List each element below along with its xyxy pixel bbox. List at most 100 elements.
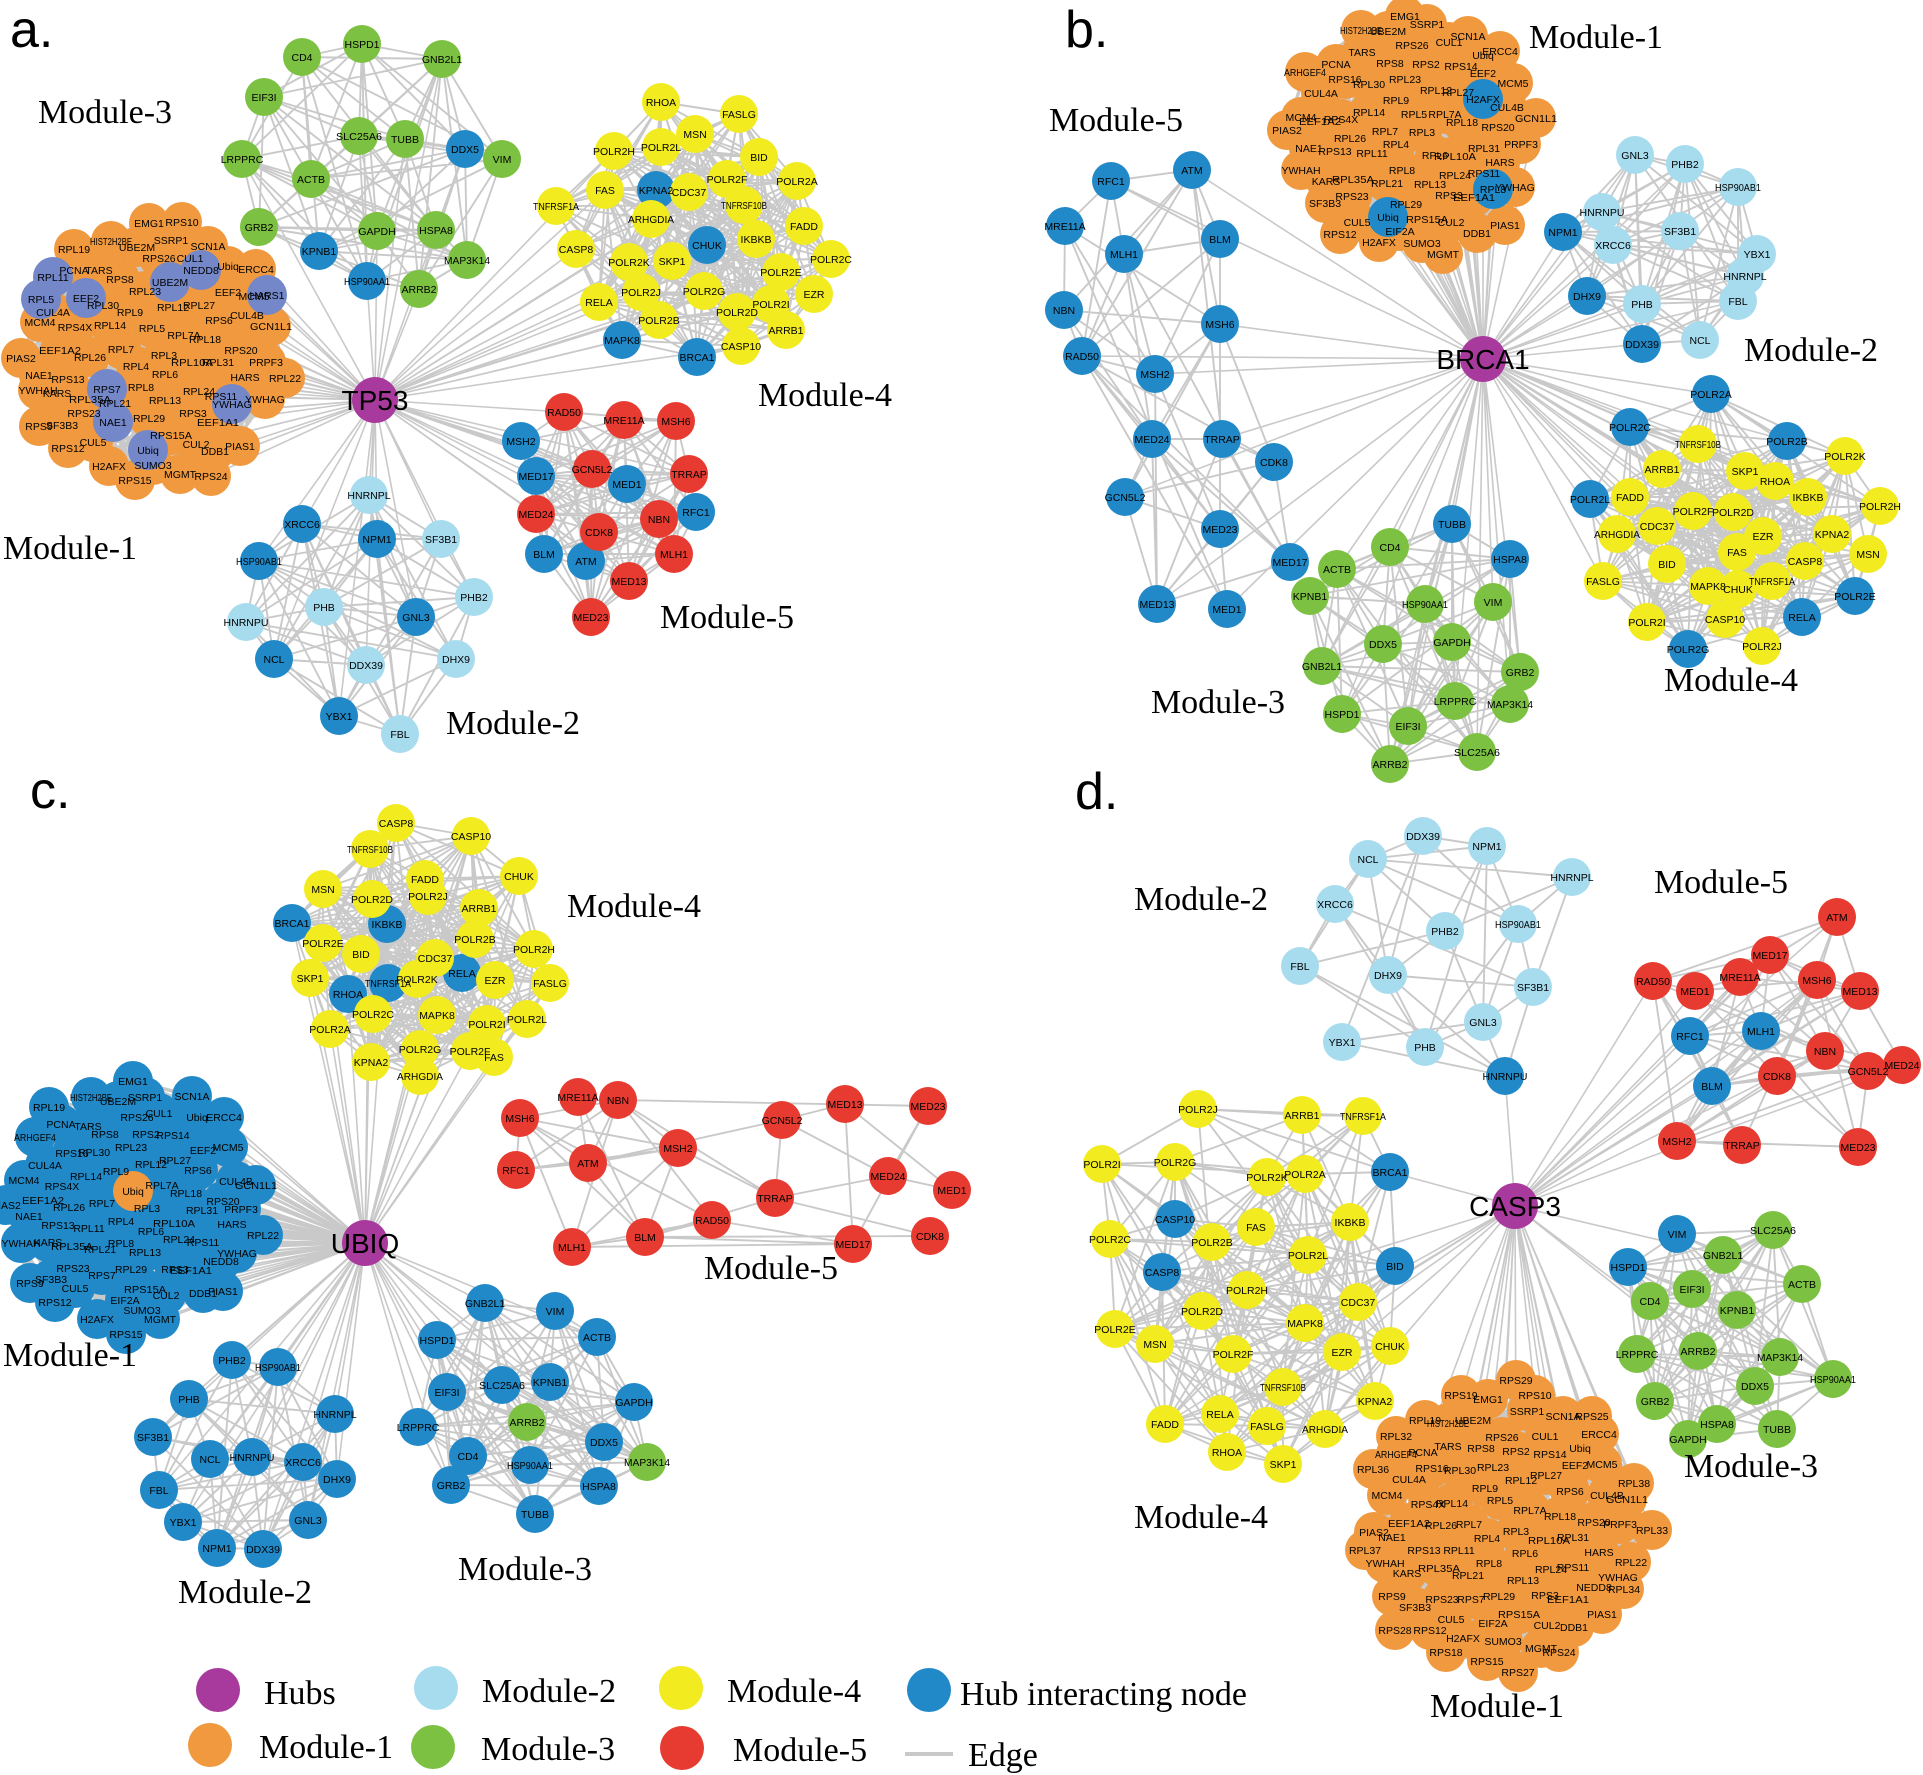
svg-text:RPL23: RPL23	[1389, 74, 1421, 86]
svg-text:HSP90AB1: HSP90AB1	[1715, 182, 1761, 194]
svg-text:MRE11A: MRE11A	[557, 1092, 598, 1104]
svg-text:FBL: FBL	[149, 1485, 168, 1497]
svg-text:NCL: NCL	[199, 1454, 220, 1466]
svg-text:SKP1: SKP1	[659, 256, 686, 268]
svg-text:HSPD1: HSPD1	[1610, 1262, 1645, 1274]
svg-text:RPL23: RPL23	[129, 286, 161, 298]
svg-text:POLR2F: POLR2F	[450, 1046, 491, 1058]
svg-text:RPS15A: RPS15A	[150, 430, 192, 442]
svg-text:ACTB: ACTB	[297, 174, 325, 186]
svg-text:MED1: MED1	[1680, 986, 1709, 998]
svg-text:YWHAG: YWHAG	[217, 1248, 257, 1260]
svg-text:RPS15: RPS15	[109, 1329, 142, 1341]
svg-text:TARS: TARS	[1348, 47, 1375, 59]
svg-text:XRCC6: XRCC6	[285, 1457, 321, 1469]
svg-text:MSN: MSN	[1143, 1339, 1166, 1351]
svg-text:SF3B1: SF3B1	[425, 534, 457, 546]
svg-text:GCN1L1: GCN1L1	[1606, 1494, 1648, 1506]
svg-text:POLR2B: POLR2B	[1766, 436, 1807, 448]
svg-text:TNFRSF10B: TNFRSF10B	[347, 844, 393, 856]
svg-text:RPL12: RPL12	[135, 1159, 167, 1171]
svg-text:RPS8: RPS8	[1467, 1443, 1495, 1455]
svg-text:SF3B3: SF3B3	[1309, 198, 1341, 210]
svg-text:NAE1: NAE1	[99, 417, 127, 429]
svg-text:RPS19: RPS19	[1444, 1390, 1477, 1402]
svg-text:RFC1: RFC1	[502, 1165, 530, 1177]
svg-text:RPS3: RPS3	[1531, 1590, 1559, 1602]
svg-text:RPL9: RPL9	[1383, 95, 1409, 107]
svg-text:RPL36: RPL36	[1357, 1464, 1389, 1476]
svg-text:SLC25A6: SLC25A6	[479, 1380, 525, 1392]
svg-text:NPM1: NPM1	[362, 534, 391, 546]
svg-text:H2AFX: H2AFX	[1362, 237, 1396, 249]
svg-text:CUL2: CUL2	[153, 1290, 180, 1302]
svg-text:GCN5L2: GCN5L2	[1848, 1066, 1889, 1078]
svg-text:XRCC6: XRCC6	[284, 519, 320, 531]
svg-text:SUMO3: SUMO3	[134, 460, 172, 472]
svg-text:RPL26: RPL26	[53, 1202, 85, 1214]
svg-text:YWHAG: YWHAG	[1598, 1572, 1638, 1584]
svg-text:EEF1A1: EEF1A1	[1453, 192, 1495, 204]
svg-text:RELA: RELA	[448, 968, 475, 980]
svg-text:KARS: KARS	[1312, 176, 1341, 188]
svg-text:SLC25A6: SLC25A6	[1454, 747, 1500, 759]
svg-text:RPL7A: RPL7A	[1428, 109, 1461, 121]
svg-text:RPL12: RPL12	[157, 302, 189, 314]
svg-text:HSPD1: HSPD1	[419, 1335, 454, 1347]
svg-text:MED23: MED23	[1840, 1142, 1875, 1154]
svg-text:Module-1: Module-1	[3, 530, 137, 567]
svg-text:RHOA: RHOA	[646, 97, 676, 109]
svg-text:CUL2: CUL2	[1438, 217, 1465, 229]
svg-text:RPS12: RPS12	[1413, 1625, 1446, 1637]
svg-text:TP53: TP53	[342, 385, 409, 416]
svg-text:RPL3: RPL3	[1409, 127, 1435, 139]
svg-text:HIST2H2BE: HIST2H2BE	[1427, 1418, 1469, 1430]
svg-text:TNFRSF10B: TNFRSF10B	[1260, 1382, 1306, 1394]
svg-text:RPS16: RPS16	[55, 1148, 88, 1160]
svg-text:RPS3: RPS3	[1435, 190, 1463, 202]
svg-text:ARRB1: ARRB1	[1284, 1110, 1319, 1122]
svg-text:SF3B3: SF3B3	[35, 1274, 67, 1286]
svg-text:MED13: MED13	[827, 1099, 862, 1111]
svg-text:CHUK: CHUK	[692, 240, 722, 252]
svg-text:RPS13: RPS13	[51, 374, 84, 386]
svg-text:PHB: PHB	[178, 1394, 200, 1406]
svg-text:BRCA1: BRCA1	[679, 352, 714, 364]
svg-text:GCN5L2: GCN5L2	[762, 1115, 803, 1127]
svg-text:RPL22: RPL22	[269, 373, 301, 385]
svg-text:POLR2E: POLR2E	[302, 938, 343, 950]
svg-text:EMG1: EMG1	[1390, 11, 1420, 23]
svg-text:MED23: MED23	[1202, 524, 1237, 536]
svg-text:EMG1: EMG1	[118, 1076, 148, 1088]
svg-text:Ubiq: Ubiq	[137, 445, 159, 457]
svg-text:PRPF3: PRPF3	[224, 1204, 258, 1216]
svg-text:BRCA1: BRCA1	[1436, 344, 1529, 375]
svg-text:RPL5: RPL5	[28, 294, 54, 306]
svg-text:RPL14: RPL14	[70, 1171, 102, 1183]
svg-text:POLR2A: POLR2A	[776, 176, 817, 188]
svg-text:KARS: KARS	[43, 388, 72, 400]
svg-text:EEF2: EEF2	[73, 293, 99, 305]
svg-text:POLR2I: POLR2I	[752, 299, 789, 311]
svg-text:RPL19: RPL19	[1409, 1415, 1441, 1427]
svg-text:RPL10A: RPL10A	[153, 1218, 195, 1230]
svg-text:POLR2C: POLR2C	[1609, 422, 1651, 434]
svg-text:RPL22: RPL22	[1615, 1557, 1647, 1569]
svg-text:NCL: NCL	[263, 654, 284, 666]
svg-text:DDX39: DDX39	[1406, 831, 1440, 843]
svg-text:RPL8: RPL8	[1389, 165, 1415, 177]
svg-text:CDK8: CDK8	[916, 1231, 944, 1243]
svg-text:CHUK: CHUK	[504, 871, 534, 883]
svg-text:RPL23: RPL23	[1477, 1462, 1509, 1474]
svg-text:POLR2C: POLR2C	[810, 254, 852, 266]
svg-text:POLR2L: POLR2L	[1288, 1250, 1328, 1262]
svg-text:RPS6: RPS6	[184, 1165, 212, 1177]
svg-text:EZR: EZR	[804, 289, 825, 301]
svg-text:RPS2: RPS2	[1412, 59, 1440, 71]
svg-text:RPS6: RPS6	[1556, 1486, 1584, 1498]
svg-text:KARS: KARS	[1393, 1568, 1422, 1580]
svg-text:GCN1L1: GCN1L1	[235, 1180, 277, 1192]
svg-text:NBN: NBN	[1053, 305, 1075, 317]
svg-text:MCM5: MCM5	[213, 1142, 244, 1154]
svg-text:HNRNPL: HNRNPL	[347, 490, 390, 502]
